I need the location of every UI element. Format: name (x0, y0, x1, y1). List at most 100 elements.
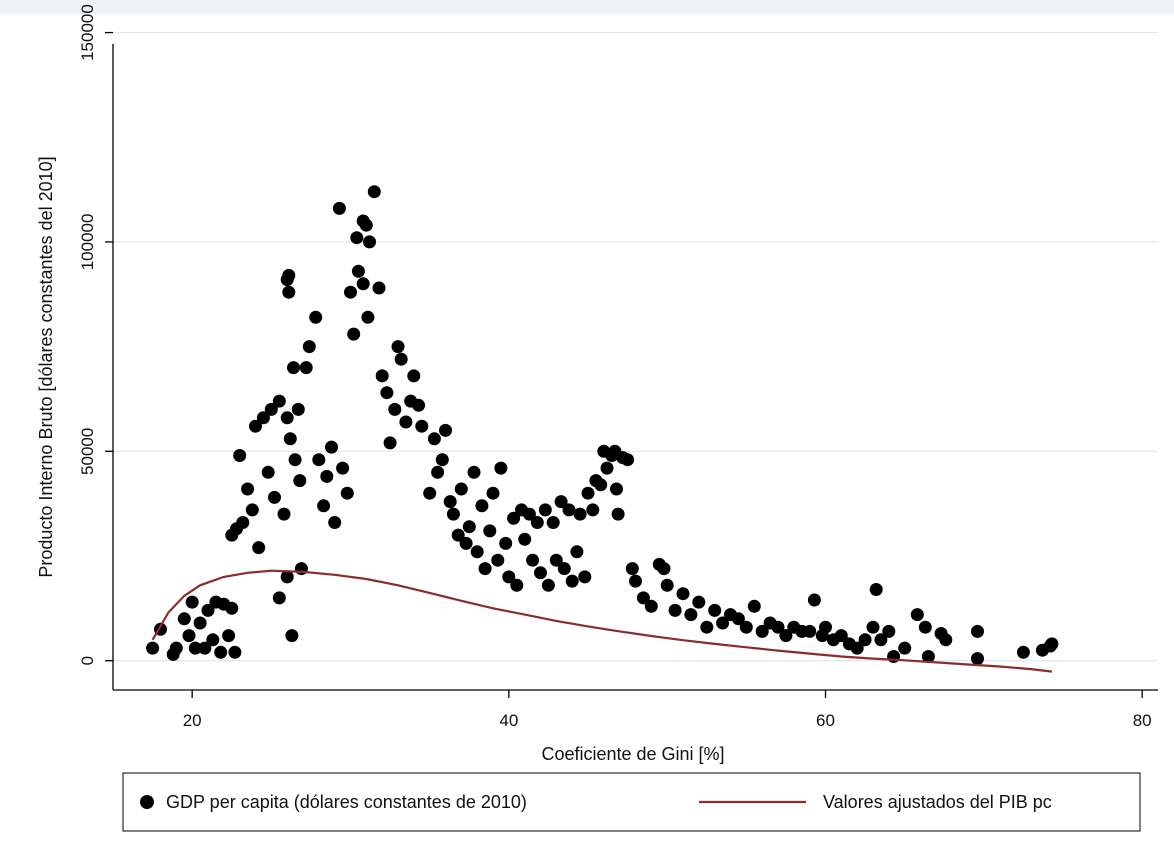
y-axis: 0 50000 100000 150000 (78, 4, 114, 690)
data-point (526, 553, 540, 567)
data-point (874, 633, 888, 647)
data-point (169, 641, 183, 655)
data-point (268, 490, 281, 504)
y-tick-label: 0 (78, 656, 97, 665)
data-point (367, 185, 381, 199)
data-point (277, 507, 291, 521)
data-point (866, 620, 880, 634)
data-point (522, 507, 536, 521)
data-point (407, 369, 421, 383)
data-point (910, 608, 924, 622)
data-point (198, 641, 212, 655)
data-point (755, 624, 769, 638)
data-point (423, 486, 437, 500)
data-point (287, 361, 300, 375)
data-point (939, 633, 953, 647)
data-point (391, 340, 405, 354)
data-point (256, 411, 270, 425)
data-point (236, 516, 250, 529)
gridlines (113, 31, 1158, 662)
data-point (383, 436, 397, 450)
data-point (747, 599, 761, 613)
data-point (470, 545, 484, 559)
data-point (214, 645, 228, 659)
data-point (336, 461, 350, 475)
data-point (611, 507, 625, 521)
data-point (427, 432, 441, 446)
x-tick-label: 60 (816, 711, 835, 730)
data-point (302, 340, 316, 354)
legend-label-points: GDP per capita (dólares constantes de 20… (166, 792, 527, 812)
data-point (206, 633, 220, 647)
x-axis-title: Coeficiente de Gini [%] (541, 744, 724, 764)
data-point (291, 402, 305, 416)
data-point (739, 620, 753, 634)
data-point (850, 641, 864, 655)
data-point (332, 201, 346, 215)
data-point (779, 629, 793, 643)
data-point (700, 620, 714, 634)
data-point (676, 587, 690, 601)
data-point (146, 641, 160, 655)
y-axis-title: Producto Interno Bruto [dólares constant… (36, 156, 56, 577)
data-point (610, 482, 623, 496)
data-point (660, 578, 674, 592)
data-point (530, 516, 544, 529)
data-point (431, 465, 445, 479)
data-point (494, 461, 508, 475)
data-point (380, 386, 394, 400)
data-point (565, 574, 579, 588)
data-point (692, 595, 706, 609)
data-point (546, 516, 560, 529)
data-point (233, 449, 247, 462)
data-point (657, 562, 671, 576)
data-point (446, 507, 460, 521)
data-point (538, 503, 552, 517)
data-point (882, 624, 896, 638)
data-point (177, 612, 191, 626)
data-point (716, 616, 730, 630)
data-point (684, 608, 698, 622)
data-point (272, 394, 286, 408)
legend-label-fitted-line: Valores ajustados del PIB pc (823, 792, 1052, 812)
data-point (562, 503, 576, 517)
y-tick-label: 50000 (78, 428, 97, 475)
data-point (625, 562, 639, 576)
data-point (921, 650, 935, 663)
data-point (507, 511, 521, 525)
data-point (282, 268, 296, 282)
data-point (586, 503, 600, 517)
data-point (252, 541, 266, 555)
data-point (340, 486, 354, 500)
data-point (394, 352, 408, 366)
data-point (510, 578, 524, 592)
data-point (629, 574, 642, 588)
data-point (541, 578, 555, 592)
data-point (807, 593, 821, 607)
scatter-points (146, 185, 1059, 666)
data-point (280, 570, 294, 584)
data-point (361, 310, 375, 324)
data-point (435, 453, 449, 467)
data-point (372, 281, 386, 295)
fitted-line (151, 569, 1053, 673)
data-point (898, 641, 912, 655)
data-point (272, 591, 286, 605)
data-point (320, 469, 334, 483)
data-point (858, 633, 872, 647)
data-point (415, 419, 429, 433)
data-point (475, 499, 489, 513)
data-point (573, 507, 587, 521)
data-point (222, 629, 236, 643)
data-point (285, 629, 299, 643)
data-point (834, 629, 848, 643)
data-point (399, 415, 413, 429)
data-point (280, 411, 294, 425)
data-point (803, 624, 817, 638)
data-point (570, 545, 584, 559)
data-point (636, 591, 650, 605)
data-point (412, 398, 426, 412)
data-point (600, 461, 614, 475)
data-point (467, 465, 481, 479)
